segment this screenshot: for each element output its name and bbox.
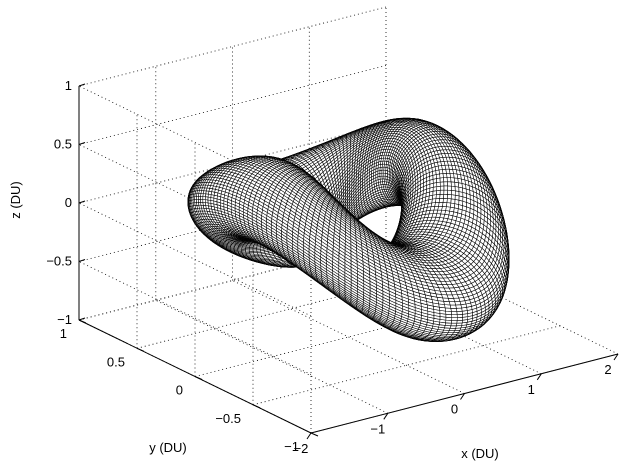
grid-line: [78, 123, 387, 204]
z-tick: [78, 142, 86, 145]
y-tick: [252, 404, 261, 409]
grid-line: [155, 299, 388, 414]
grid-line: [78, 6, 387, 87]
y-tick: [310, 432, 319, 437]
grid-line: [252, 325, 561, 406]
x-tick: [383, 413, 389, 420]
z-tick: [78, 259, 86, 262]
x-tick: [613, 353, 619, 361]
y-tick: [78, 319, 87, 324]
torus-surface: [187, 117, 510, 342]
grid-line: [78, 65, 387, 145]
y-tick: [194, 376, 203, 380]
x-tick: [536, 373, 542, 381]
x-tick: [460, 393, 465, 400]
z-tick: [78, 83, 86, 87]
surface-facet: [200, 196, 204, 200]
x-tick: [306, 432, 312, 440]
z-tick: [78, 200, 86, 204]
z-tick: [78, 317, 86, 321]
axis-layer: [78, 83, 619, 440]
surface-facet: [202, 196, 206, 200]
y-tick: [136, 347, 145, 352]
surface-facet: [202, 199, 206, 203]
